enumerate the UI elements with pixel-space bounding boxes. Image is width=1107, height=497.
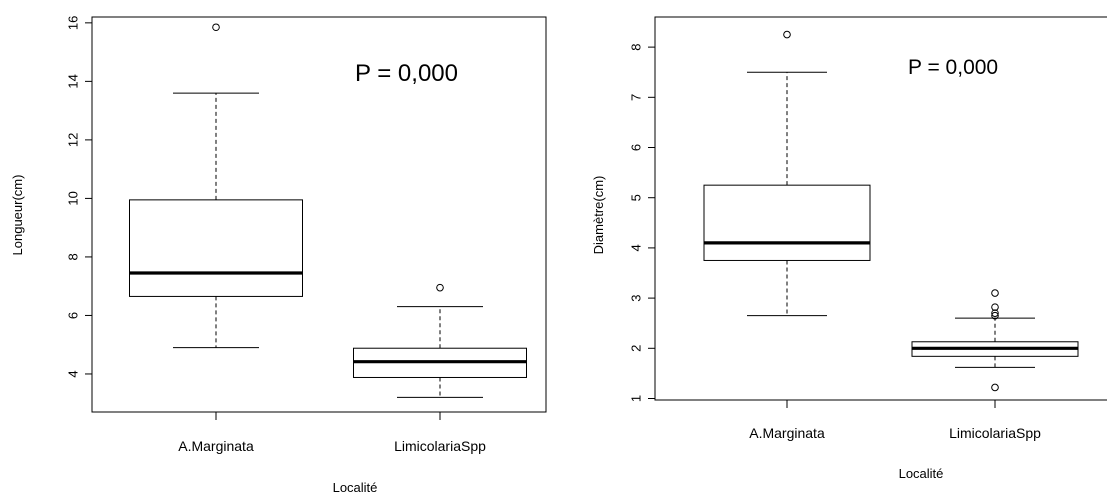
outlier-point bbox=[991, 303, 999, 311]
y-tick-label: 4 bbox=[628, 244, 643, 251]
y-axis: 4 6 8 10 12 14 16 bbox=[65, 16, 93, 378]
iqr-box bbox=[129, 199, 303, 297]
y-tick-label: 7 bbox=[628, 94, 643, 101]
y-tick-label: 6 bbox=[628, 144, 643, 151]
y-tick-label: 10 bbox=[65, 191, 80, 205]
x-tick-label: A.Marginata bbox=[749, 425, 825, 441]
outlier-point bbox=[783, 30, 791, 39]
y-tick-label: 8 bbox=[628, 44, 643, 51]
x-axis-label: Localité bbox=[333, 480, 378, 495]
x-tick-label: LimicolariaSpp bbox=[949, 425, 1041, 441]
iqr-box bbox=[703, 184, 871, 261]
y-tick-label: 2 bbox=[628, 345, 643, 352]
boxes bbox=[129, 23, 527, 398]
x-axis-label: Localité bbox=[899, 466, 944, 481]
diametre-boxplot-panel: Diamètre(cm) Localité P = 0,000 1 2 3 4 5 6 7 8… bbox=[591, 16, 1107, 481]
x-axis: A.Marginata LimicolariaSpp bbox=[749, 399, 1041, 441]
outlier-point bbox=[212, 23, 220, 32]
y-tick-label: 5 bbox=[628, 194, 643, 201]
y-tick-label: 14 bbox=[65, 74, 80, 88]
x-axis: A.Marginata LimicolariaSpp bbox=[178, 411, 486, 454]
p-value-annotation: P = 0,000 bbox=[908, 56, 998, 79]
y-axis-label: Diamètre(cm) bbox=[591, 176, 606, 255]
y-tick-label: 6 bbox=[65, 312, 80, 319]
y-tick-label: 4 bbox=[65, 370, 80, 377]
outlier-point bbox=[991, 309, 999, 317]
outlier-point bbox=[991, 383, 999, 392]
y-tick-label: 3 bbox=[628, 294, 643, 301]
y-tick-label: 16 bbox=[65, 16, 80, 30]
longueur-boxplot-panel: Longueur(cm) Localité P = 0,000 4 6 8 10 12 1… bbox=[10, 16, 547, 495]
x-tick-label: A.Marginata bbox=[178, 438, 254, 454]
boxes bbox=[703, 30, 1079, 392]
y-tick-label: 8 bbox=[65, 253, 80, 260]
x-tick-label: LimicolariaSpp bbox=[394, 438, 486, 454]
y-tick-label: 12 bbox=[65, 133, 80, 147]
p-value-annotation: P = 0,000 bbox=[355, 60, 458, 87]
y-tick-label: 1 bbox=[628, 395, 643, 402]
outlier-point bbox=[991, 289, 999, 297]
outlier-point bbox=[991, 311, 999, 320]
y-axis: 1 2 3 4 5 6 7 8 bbox=[628, 44, 656, 402]
y-axis-label: Longueur(cm) bbox=[10, 175, 25, 256]
outlier-point bbox=[436, 283, 444, 292]
